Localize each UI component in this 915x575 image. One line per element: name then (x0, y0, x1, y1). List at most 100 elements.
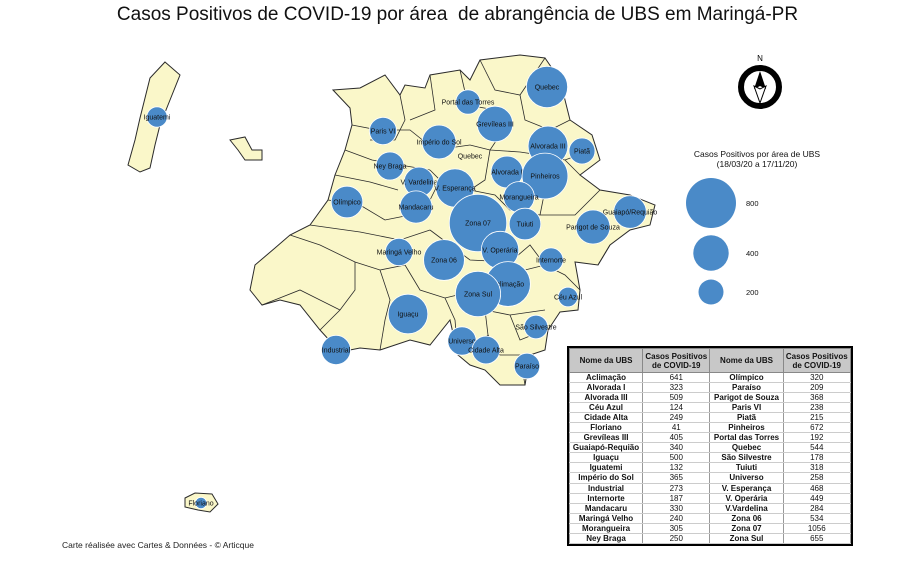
district-label: Império do Sol (416, 140, 462, 147)
district-label: Zona Sul (464, 292, 492, 299)
district-label: V. Operária (482, 248, 517, 255)
district-olimpico: Olímpico (330, 185, 364, 219)
district-grevileas-iii: Grevíleas III (476, 105, 514, 143)
ubs-name-cell: Cidade Alta (568, 412, 644, 424)
district-piata: Piatã (568, 137, 596, 165)
ubs-name-cell: São Silvestre (709, 452, 784, 464)
cases-cell: 249 (642, 412, 711, 424)
legend-value-label: 400 (746, 249, 759, 258)
ubs-name-cell: Zona 06 (709, 513, 784, 524)
district-ceu-azul: Céu Azul (554, 286, 582, 308)
legend-value-label: 200 (746, 288, 759, 297)
ubs-name-cell: Céu Azul (568, 402, 644, 414)
ubs-name-cell: Piatã (709, 412, 784, 424)
district-label: Piatã (574, 149, 590, 156)
table-row: Ney Braga 250 Zona Sul 655 (568, 533, 852, 544)
table-row: Internorte 187 V. Operária 449 (568, 493, 852, 504)
district-label: Paris VI (371, 129, 396, 136)
legend-bubble-group: 800 400 200 (686, 178, 759, 305)
legend-bubble-800 (686, 178, 736, 228)
legend-title-line1: Casos Positivos por área de UBS (693, 149, 821, 159)
ubs-name-cell: Mandacaru (568, 503, 644, 514)
ubs-name-cell: Aclimação (568, 372, 644, 384)
credit-text: Carte réalisée avec Cartes & Données - ©… (62, 540, 254, 550)
table-row: Aclimação 641 Olímpico 320 (568, 372, 852, 384)
table-row: Industrial 273 V. Esperança 468 (568, 483, 852, 494)
bubble-zona-sul (454, 270, 501, 317)
cases-cell: 323 (642, 382, 711, 394)
district-label: Morangueira (499, 195, 538, 202)
district-cidade-alta: Cidade Alta (468, 335, 504, 365)
district-tuiuti: Tuiuti (508, 207, 542, 241)
bubble-grevileas-iii (476, 105, 514, 143)
district-pinheiros: Pinheiros (521, 152, 569, 200)
bubble-ney-braga (375, 151, 405, 181)
cases-cell: 215 (782, 412, 852, 424)
ubs-name-cell: Império do Sol (568, 472, 644, 484)
district-zona-06: Zona 06 (423, 239, 465, 281)
bubble-iguacu (387, 293, 429, 335)
ubs-name-cell: Floriano (568, 422, 644, 434)
district-label: Portal das Torres (442, 100, 495, 107)
cases-cell: 340 (642, 442, 711, 454)
district-label: Paraíso (515, 364, 539, 371)
district-label: Universo (448, 339, 476, 346)
bubble-maringa-velho (384, 237, 414, 267)
col-header-cases-1: Casos Positivos de COVID-19 (642, 348, 711, 373)
cases-cell: 273 (642, 483, 711, 494)
ubs-name-cell: Morangueira (568, 523, 644, 534)
bubble-paraiso (513, 352, 541, 380)
table-row: Guaiapó-Requião 340 Quebec 544 (568, 442, 852, 454)
district-label: V. Vardelina (401, 180, 438, 187)
bubble-ceu-azul (557, 286, 579, 308)
bubble-quebec (526, 66, 569, 109)
district-maringa-velho: Maringá Velho (377, 237, 422, 267)
district-industrial: Industrial (320, 334, 351, 365)
ubs-name-cell: Pinheiros (709, 422, 784, 434)
district-label: Olímpico (333, 200, 361, 207)
district-label: Quebec (535, 85, 560, 92)
district-label: Maringá Velho (377, 250, 422, 257)
cases-cell: 365 (642, 472, 711, 484)
district-label: Industrial (322, 348, 351, 355)
cases-cell: 41 (642, 422, 711, 434)
district-ney-braga: Ney Braga (373, 151, 407, 181)
legend-bubble-200 (698, 279, 724, 305)
ubs-cases-table: Nome da UBS Casos Positivos de COVID-19 … (567, 346, 853, 546)
district-paraiso: Paraíso (513, 352, 541, 380)
north-label: N (757, 54, 763, 63)
table-row: Grevíleas III 405 Portal das Torres 192 (568, 432, 852, 444)
district-portal-das-torres: Portal das Torres (442, 89, 495, 115)
district-label: Céu Azul (554, 295, 582, 302)
district-label: Iguatemi (144, 115, 171, 122)
district-label: Tuiuti (517, 222, 534, 229)
ubs-name-cell: Zona Sul (709, 533, 784, 544)
bubble-mandacaru (399, 190, 433, 224)
table-row: Floriano 41 Pinheiros 672 (568, 422, 852, 434)
ubs-name-cell: V.Vardelina (709, 503, 784, 514)
ubs-name-cell: Tuiuti (709, 462, 784, 474)
ubs-name-cell: Portal das Torres (709, 432, 784, 444)
ubs-name-cell: Internorte (568, 493, 644, 504)
district-label: Alvorada III (530, 144, 565, 151)
district-imperio-do-sol: Império do Sol (416, 124, 462, 160)
district-v-vardelina: V. Vardelina (401, 166, 438, 198)
table-row: Morangueira 305 Zona 07 1056 (568, 523, 852, 534)
ubs-name-cell: Universo (709, 472, 784, 484)
cases-cell: 500 (642, 452, 711, 464)
district-quebec: Quebec (526, 66, 569, 109)
cases-cell: 187 (642, 493, 711, 504)
district-label: Floriano (188, 501, 213, 508)
ubs-name-cell: Maringá Velho (568, 513, 644, 524)
district-label: Ney Braga (373, 164, 406, 171)
bubble-floriano (194, 496, 208, 510)
legend-title-line2: (18/03/20 a 17/11/20) (716, 159, 798, 169)
bubble-layer: Quebec Portal das Torres Grevíleas III Igua… (144, 66, 657, 510)
bubble-imperio-do-sol (421, 124, 457, 160)
ubs-name-cell: Olímpico (709, 372, 784, 384)
ubs-name-cell: Guaiapó-Requião (568, 442, 644, 454)
ubs-name-cell: Iguatemi (568, 462, 644, 474)
ubs-name-cell: Alvorada III (568, 392, 644, 404)
district-label: Pinheiros (530, 174, 560, 181)
